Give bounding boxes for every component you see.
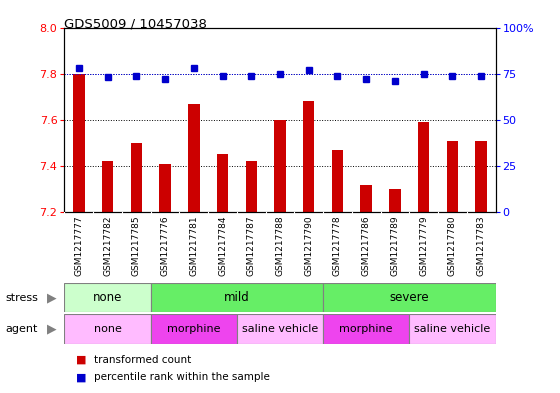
- Bar: [188, 104, 199, 212]
- Bar: [323, 314, 409, 344]
- Bar: [151, 314, 237, 344]
- Text: saline vehicle: saline vehicle: [242, 324, 318, 334]
- Text: GSM1217777: GSM1217777: [74, 216, 83, 276]
- Bar: [217, 154, 228, 212]
- Text: GDS5009 / 10457038: GDS5009 / 10457038: [64, 18, 207, 31]
- Bar: [130, 143, 142, 212]
- Text: ▶: ▶: [46, 323, 57, 336]
- Text: saline vehicle: saline vehicle: [414, 324, 491, 334]
- Text: severe: severe: [390, 291, 429, 304]
- Bar: [73, 74, 85, 212]
- Text: agent: agent: [6, 324, 38, 334]
- Bar: [102, 162, 113, 212]
- Text: GSM1217785: GSM1217785: [132, 216, 141, 276]
- Text: GSM1217780: GSM1217780: [448, 216, 457, 276]
- Bar: [361, 184, 372, 212]
- Bar: [332, 150, 343, 212]
- Bar: [64, 314, 151, 344]
- Bar: [409, 314, 496, 344]
- Bar: [418, 122, 430, 212]
- Bar: [245, 162, 257, 212]
- Text: ▶: ▶: [46, 291, 57, 304]
- Text: transformed count: transformed count: [94, 354, 191, 365]
- Text: percentile rank within the sample: percentile rank within the sample: [94, 372, 269, 382]
- Bar: [475, 141, 487, 212]
- Text: GSM1217779: GSM1217779: [419, 216, 428, 276]
- Text: GSM1217784: GSM1217784: [218, 216, 227, 276]
- Bar: [151, 283, 323, 312]
- Text: GSM1217788: GSM1217788: [276, 216, 284, 276]
- Text: GSM1217783: GSM1217783: [477, 216, 486, 276]
- Bar: [274, 120, 286, 212]
- Text: GSM1217789: GSM1217789: [390, 216, 399, 276]
- Bar: [159, 164, 171, 212]
- Text: morphine: morphine: [339, 324, 393, 334]
- Bar: [447, 141, 458, 212]
- Text: ■: ■: [76, 354, 86, 365]
- Bar: [303, 101, 315, 212]
- Text: ■: ■: [76, 372, 86, 382]
- Text: morphine: morphine: [167, 324, 221, 334]
- Text: stress: stress: [6, 293, 39, 303]
- Text: GSM1217781: GSM1217781: [189, 216, 198, 276]
- Text: none: none: [94, 324, 122, 334]
- Text: GSM1217782: GSM1217782: [103, 216, 112, 276]
- Text: GSM1217786: GSM1217786: [362, 216, 371, 276]
- Text: GSM1217790: GSM1217790: [304, 216, 313, 276]
- Text: GSM1217778: GSM1217778: [333, 216, 342, 276]
- Bar: [323, 283, 496, 312]
- Text: GSM1217787: GSM1217787: [247, 216, 256, 276]
- Text: mild: mild: [224, 291, 250, 304]
- Text: GSM1217776: GSM1217776: [161, 216, 170, 276]
- Bar: [64, 283, 151, 312]
- Text: none: none: [93, 291, 122, 304]
- Bar: [389, 189, 401, 212]
- Bar: [237, 314, 323, 344]
